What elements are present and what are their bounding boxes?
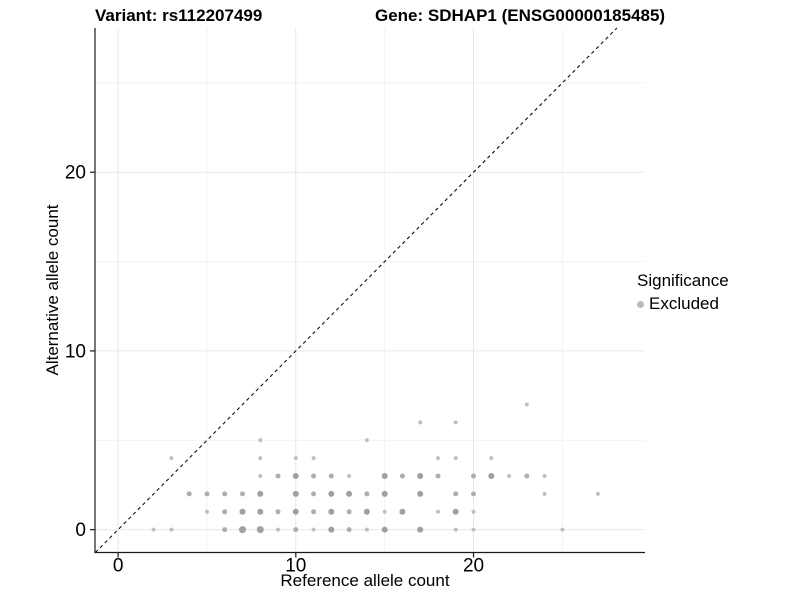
excluded-point-icon bbox=[637, 300, 644, 308]
data-point bbox=[364, 527, 369, 532]
data-point bbox=[542, 491, 547, 496]
data-point bbox=[293, 527, 299, 533]
data-point bbox=[381, 473, 388, 479]
data-point bbox=[258, 438, 263, 443]
data-point bbox=[311, 473, 317, 479]
identity-diagonal-line bbox=[94, 27, 618, 553]
data-point bbox=[311, 509, 317, 515]
data-point bbox=[381, 526, 388, 533]
data-point bbox=[417, 526, 424, 533]
data-point bbox=[417, 473, 424, 479]
data-point bbox=[453, 527, 458, 532]
data-point bbox=[471, 527, 476, 532]
data-point bbox=[453, 456, 458, 461]
data-point bbox=[452, 508, 459, 515]
data-point bbox=[256, 526, 264, 534]
data-point bbox=[346, 527, 352, 533]
data-point bbox=[382, 509, 387, 514]
gridlines-minor bbox=[95, 28, 645, 553]
axis-tick-labels: 0 10 20 0 10 20 bbox=[65, 163, 484, 577]
data-point bbox=[346, 490, 353, 497]
data-point bbox=[292, 490, 299, 497]
data-point bbox=[364, 438, 369, 443]
data-point bbox=[169, 527, 174, 532]
data-point bbox=[399, 473, 405, 479]
data-point bbox=[186, 491, 192, 497]
data-point bbox=[435, 473, 441, 479]
data-point bbox=[560, 527, 565, 532]
data-point bbox=[311, 491, 317, 497]
data-point bbox=[222, 527, 228, 533]
data-point bbox=[258, 456, 263, 461]
data-point bbox=[471, 491, 476, 497]
legend: Significance Excluded bbox=[637, 271, 729, 314]
data-point bbox=[346, 509, 352, 515]
legend-item-label: Excluded bbox=[649, 294, 719, 313]
data-point bbox=[222, 491, 228, 497]
y-tick-label: 10 bbox=[65, 341, 86, 362]
data-point bbox=[364, 491, 370, 497]
data-point bbox=[417, 490, 424, 497]
data-point bbox=[524, 473, 530, 479]
data-point bbox=[240, 491, 245, 497]
data-point bbox=[381, 490, 388, 497]
data-point bbox=[488, 473, 495, 479]
data-point bbox=[169, 456, 174, 461]
data-point bbox=[507, 474, 512, 478]
data-point bbox=[205, 509, 209, 514]
data-points bbox=[151, 402, 600, 534]
data-point bbox=[151, 527, 156, 532]
data-point bbox=[453, 420, 458, 425]
data-point bbox=[524, 402, 529, 407]
data-point bbox=[293, 456, 298, 461]
data-point bbox=[292, 473, 299, 479]
x-axis-title: Reference allele count bbox=[280, 571, 450, 590]
data-point bbox=[239, 508, 246, 515]
y-axis-title: Alternative allele count bbox=[43, 204, 62, 376]
data-point bbox=[222, 509, 228, 515]
data-point bbox=[292, 508, 299, 515]
data-point bbox=[453, 491, 459, 497]
data-point bbox=[363, 508, 370, 515]
gridlines-major bbox=[95, 28, 645, 553]
data-point bbox=[328, 508, 335, 515]
data-point bbox=[595, 491, 600, 496]
data-point bbox=[471, 473, 476, 479]
data-point bbox=[239, 526, 246, 534]
data-point bbox=[436, 509, 440, 514]
data-point bbox=[328, 526, 335, 533]
data-point bbox=[204, 491, 210, 497]
data-point bbox=[489, 456, 494, 461]
data-point bbox=[328, 473, 334, 479]
gene-title: Gene: SDHAP1 (ENSG00000185485) bbox=[375, 6, 666, 25]
data-point bbox=[542, 474, 547, 478]
data-point bbox=[311, 456, 316, 461]
x-tick-label: 10 bbox=[285, 556, 306, 577]
variant-title: Variant: rs112207499 bbox=[95, 6, 263, 25]
legend-title: Significance bbox=[637, 271, 729, 290]
data-point bbox=[257, 508, 264, 515]
data-point bbox=[275, 509, 281, 515]
data-point bbox=[471, 509, 476, 514]
y-tick-label: 0 bbox=[75, 520, 86, 541]
data-point bbox=[275, 473, 281, 479]
data-point bbox=[436, 456, 440, 461]
data-point bbox=[418, 420, 423, 425]
axis-ticks bbox=[90, 171, 475, 558]
data-point bbox=[328, 490, 335, 497]
y-tick-label: 20 bbox=[65, 163, 86, 184]
data-point bbox=[257, 490, 264, 497]
data-point bbox=[258, 474, 263, 478]
data-point bbox=[399, 508, 406, 515]
legend-item-excluded: Excluded bbox=[637, 294, 729, 314]
data-point bbox=[311, 527, 316, 532]
x-tick-label: 0 bbox=[113, 556, 124, 577]
x-tick-label: 20 bbox=[463, 556, 484, 577]
data-point bbox=[347, 474, 352, 478]
data-point bbox=[276, 527, 280, 532]
